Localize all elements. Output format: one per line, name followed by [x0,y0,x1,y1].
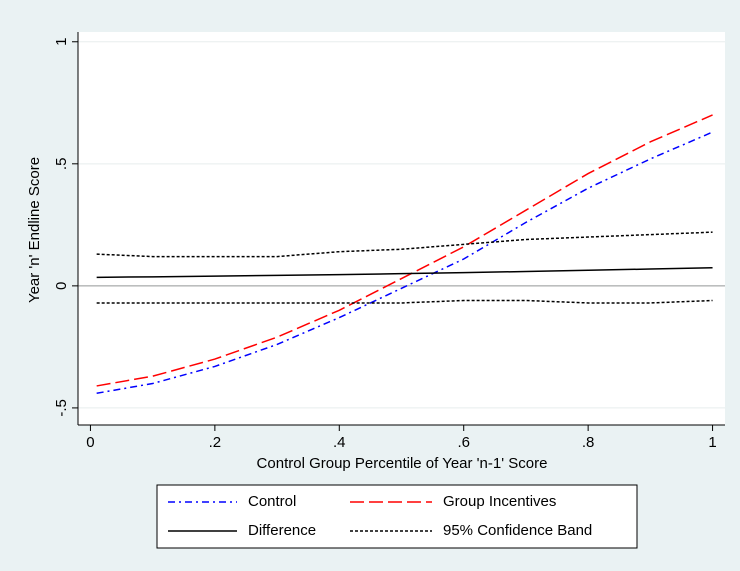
line-series [96,267,713,279]
x-tick-label: 1 [708,434,716,451]
x-tick-label: .2 [209,434,222,451]
line-series [96,131,713,395]
legend-label: 95% Confidence Band [443,522,592,539]
line-series [96,231,713,258]
y-tick-label: 1 [53,38,70,46]
line-series [96,299,713,304]
x-tick-label: .8 [582,434,595,451]
legend-label: Control [248,493,296,510]
x-axis-title: Control Group Percentile of Year 'n-1' S… [257,455,548,472]
x-tick-label: .6 [457,434,470,451]
x-tick-label: 0 [86,434,94,451]
y-tick-label: 0 [53,282,70,290]
x-tick-label: .4 [333,434,346,451]
line-series [96,114,713,387]
plot-area [78,32,725,425]
legend [156,484,638,549]
y-tick-label: -.5 [53,399,70,417]
legend-label: Group Incentives [443,493,556,510]
y-tick-label: .5 [53,158,70,171]
legend-label: Difference [248,522,316,539]
y-axis-title: Year 'n' Endline Score [26,157,43,303]
